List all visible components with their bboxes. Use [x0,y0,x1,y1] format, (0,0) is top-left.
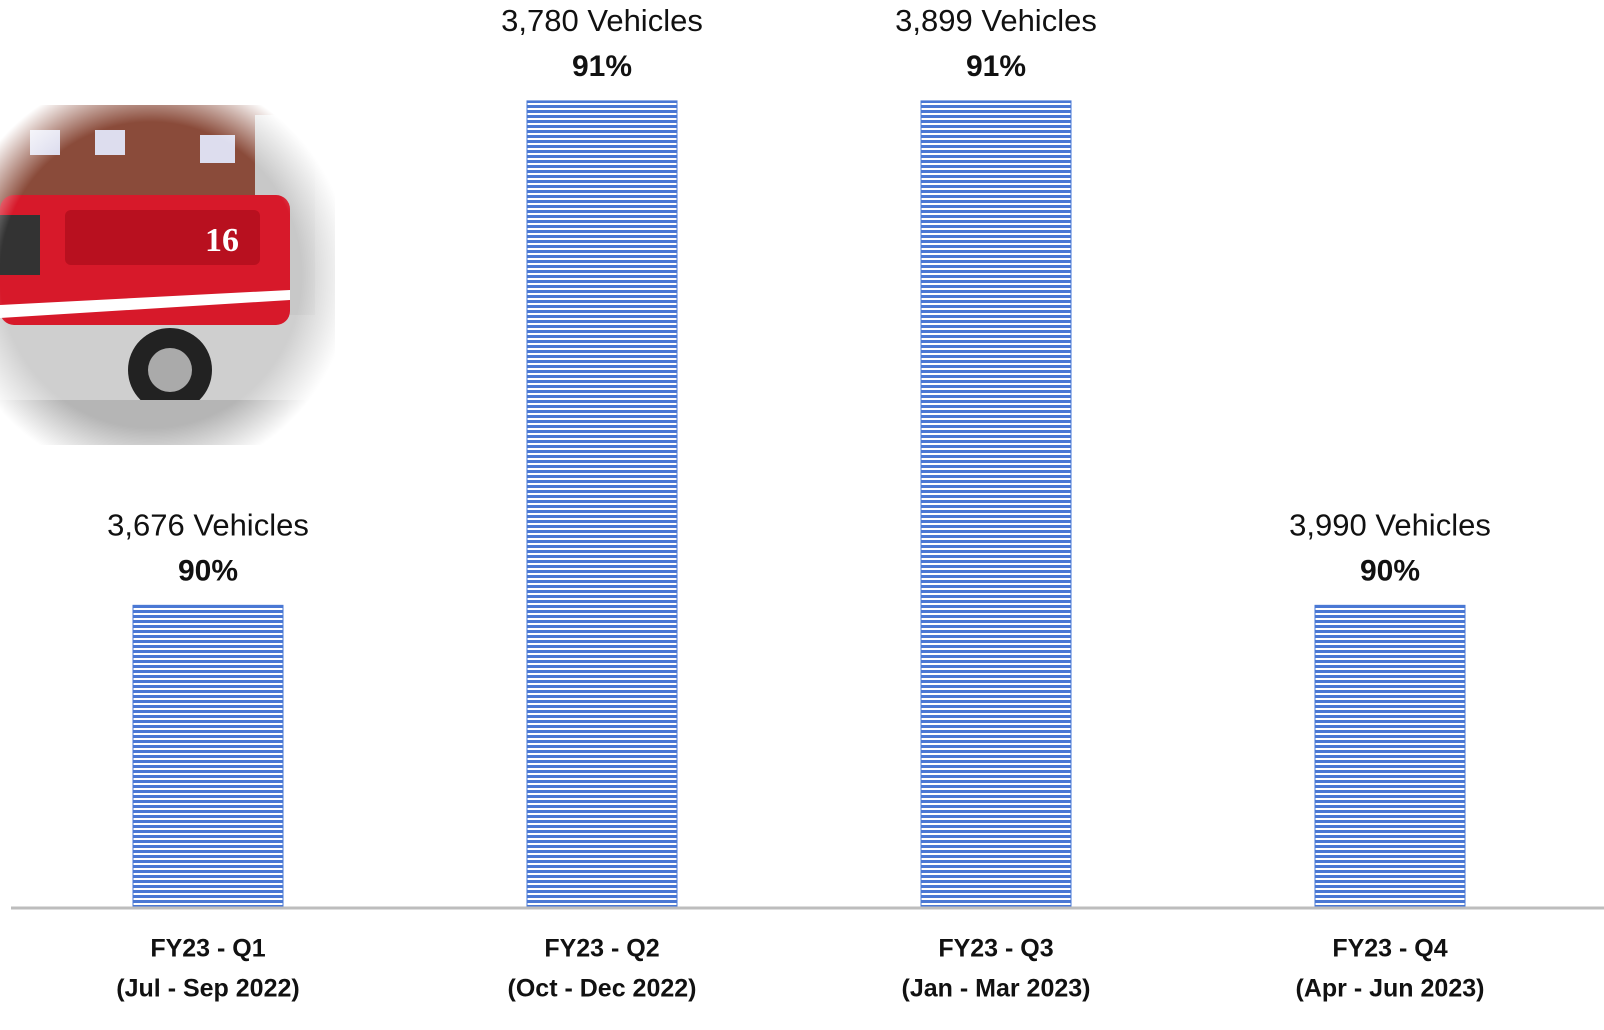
x-tick-label: FY23 - Q4 [1332,935,1447,963]
x-tick-label: (Jul - Sep 2022) [116,975,299,1003]
x-tick-label: FY23 - Q2 [544,935,659,963]
x-tick-label: FY23 - Q3 [938,935,1053,963]
data-label: 91% [572,50,632,83]
bar [1314,604,1466,909]
x-tick-label: (Apr - Jun 2023) [1296,975,1485,1003]
annotation: 3,780 Vehicles [501,3,703,38]
x-tick-label: FY23 - Q1 [150,935,265,963]
annotation: 3,676 Vehicles [107,508,309,543]
bar [920,100,1072,909]
data-label: 91% [966,50,1026,83]
data-label: 90% [1360,554,1420,587]
annotation: 3,899 Vehicles [895,3,1097,38]
truck-photo: 16 [0,105,335,445]
x-tick-label: (Oct - Dec 2022) [508,975,697,1003]
annotation: 3,990 Vehicles [1289,508,1491,543]
bar [132,604,284,909]
x-tick-label: (Jan - Mar 2023) [902,975,1091,1003]
bar [526,100,678,909]
data-label: 90% [178,554,238,587]
